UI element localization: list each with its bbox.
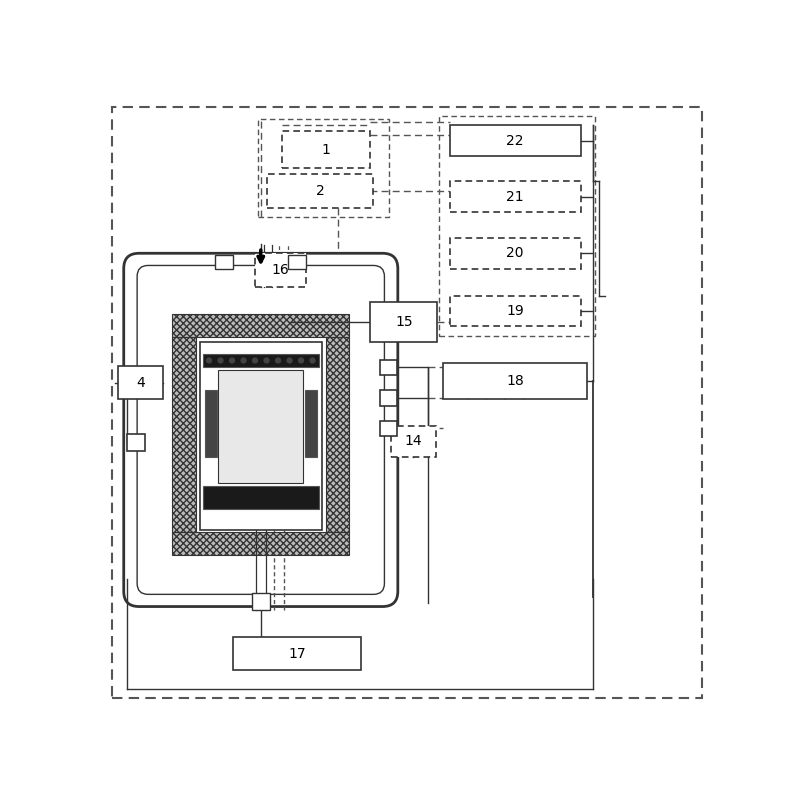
Text: 16: 16 xyxy=(272,263,290,277)
Text: 15: 15 xyxy=(395,315,413,329)
Bar xyxy=(258,119,389,217)
Bar xyxy=(326,337,349,532)
Bar xyxy=(267,174,374,207)
Bar xyxy=(379,360,397,375)
Bar xyxy=(215,255,234,268)
Text: 4: 4 xyxy=(136,376,145,390)
Bar xyxy=(450,125,581,156)
Bar xyxy=(173,314,349,337)
Bar xyxy=(443,363,586,399)
Bar xyxy=(118,366,163,399)
Bar xyxy=(379,390,397,406)
Bar xyxy=(370,302,438,342)
Bar xyxy=(205,390,217,457)
Bar xyxy=(203,486,318,509)
Circle shape xyxy=(264,358,269,363)
Text: 1: 1 xyxy=(322,142,330,157)
Text: 2: 2 xyxy=(316,184,325,198)
Bar xyxy=(234,637,362,671)
Text: 20: 20 xyxy=(506,246,524,260)
Bar xyxy=(203,354,318,367)
Bar xyxy=(200,342,322,531)
Circle shape xyxy=(298,358,303,363)
Text: 21: 21 xyxy=(506,190,524,203)
Circle shape xyxy=(218,358,223,363)
Bar xyxy=(390,426,436,457)
Circle shape xyxy=(310,358,315,363)
Bar xyxy=(254,253,306,287)
Bar xyxy=(288,255,306,268)
Bar xyxy=(305,390,317,457)
Bar xyxy=(450,181,581,212)
Bar xyxy=(173,337,196,532)
Bar xyxy=(450,238,581,268)
Text: 17: 17 xyxy=(289,647,306,660)
Bar xyxy=(450,296,581,327)
Circle shape xyxy=(287,358,292,363)
Bar xyxy=(379,421,397,436)
FancyBboxPatch shape xyxy=(124,253,398,607)
Bar xyxy=(439,116,594,335)
Bar xyxy=(282,131,370,168)
Text: 22: 22 xyxy=(506,134,524,148)
Text: 18: 18 xyxy=(506,374,524,388)
Bar xyxy=(173,532,349,554)
Bar xyxy=(126,434,145,451)
Circle shape xyxy=(275,358,281,363)
Bar xyxy=(218,370,303,483)
Bar xyxy=(252,592,270,610)
Circle shape xyxy=(253,358,258,363)
Circle shape xyxy=(241,358,246,363)
Circle shape xyxy=(230,358,234,363)
Circle shape xyxy=(206,358,211,363)
Text: 19: 19 xyxy=(506,305,524,318)
Text: 14: 14 xyxy=(405,434,422,448)
